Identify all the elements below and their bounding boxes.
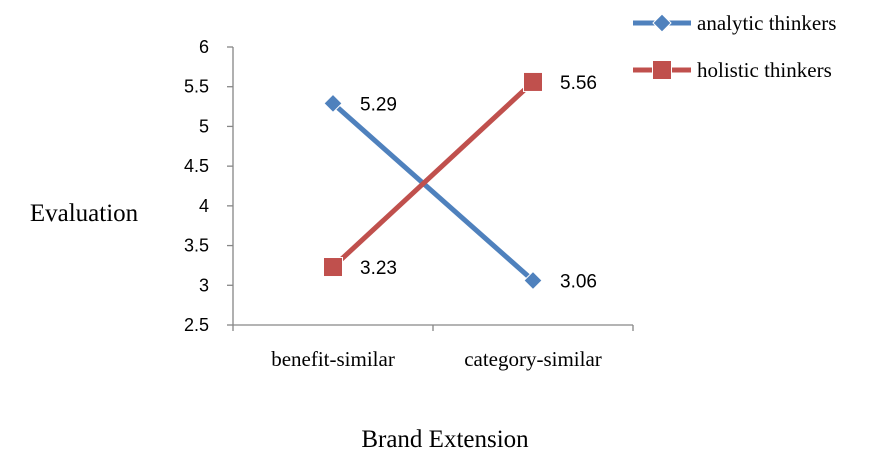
- y-tick-label: 3: [199, 275, 209, 295]
- data-labels: 5.29 3.06 3.23 5.56: [360, 73, 597, 293]
- data-label: 3.06: [560, 272, 597, 293]
- legend-marker: [652, 60, 672, 80]
- y-tick-label: 5.5: [184, 77, 209, 97]
- x-tick-label: benefit-similar: [271, 347, 395, 371]
- y-tick-label: 3.5: [184, 236, 209, 256]
- data-label: 3.23: [360, 258, 397, 279]
- y-tick-label: 6: [199, 37, 209, 57]
- x-axis-title: Brand Extension: [361, 426, 529, 452]
- data-point-marker: [523, 71, 543, 92]
- data-point-marker: [323, 93, 343, 114]
- series-group: [323, 71, 543, 291]
- legend: analytic thinkers holistic thinkers: [633, 11, 836, 82]
- y-tick-label: 4: [199, 196, 209, 216]
- x-tick-label: category-similar: [464, 347, 602, 371]
- series-line-holistic: [331, 80, 535, 269]
- data-point-marker: [523, 270, 543, 291]
- y-tick-label: 2.5: [184, 315, 209, 335]
- y-ticks: 2.5 3 3.5 4 4.5 5 5.5 6: [184, 37, 233, 335]
- data-label: 5.56: [560, 73, 597, 94]
- y-tick-label: 4.5: [184, 156, 209, 176]
- y-tick-label: 5: [199, 116, 209, 136]
- data-label: 5.29: [360, 94, 397, 115]
- legend-label: analytic thinkers: [697, 11, 836, 35]
- series-line-analytic: [331, 101, 535, 283]
- y-axis-title: Evaluation: [30, 200, 139, 227]
- x-ticks: benefit-similar category-similar: [232, 325, 634, 371]
- legend-marker: [652, 13, 672, 33]
- legend-label: holistic thinkers: [697, 58, 832, 82]
- data-point-marker: [323, 257, 343, 278]
